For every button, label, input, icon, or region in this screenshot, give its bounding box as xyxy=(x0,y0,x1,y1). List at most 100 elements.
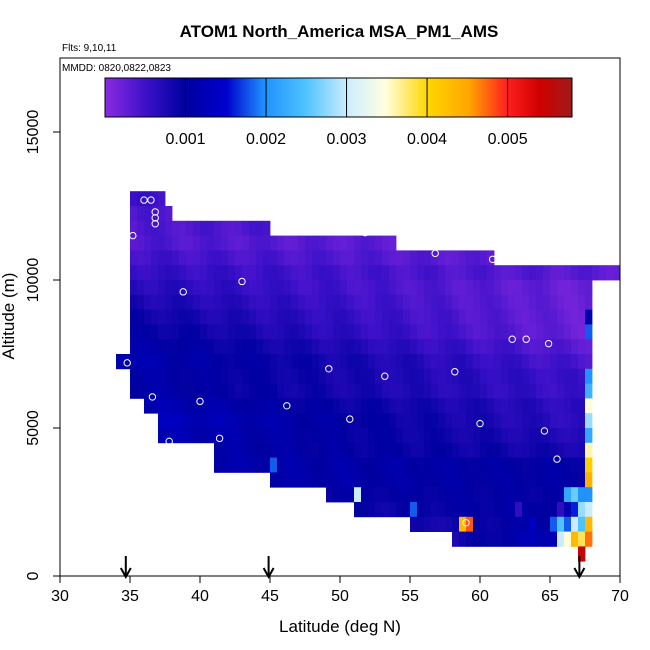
heatmap-cell xyxy=(326,280,334,296)
heatmap-cell xyxy=(235,457,243,473)
heatmap-cell xyxy=(165,280,173,296)
heatmap-cell xyxy=(522,487,530,503)
heatmap-cell xyxy=(284,280,292,296)
data-point xyxy=(179,288,187,296)
heatmap-cell xyxy=(445,428,453,444)
heatmap-cell xyxy=(473,383,481,399)
heatmap-cell xyxy=(137,383,145,399)
heatmap-cell xyxy=(326,250,334,266)
heatmap-cell xyxy=(137,206,145,222)
heatmap-cell xyxy=(452,531,460,547)
heatmap-cell xyxy=(445,472,453,488)
heatmap-cell xyxy=(368,442,376,458)
heatmap-cell xyxy=(578,398,586,414)
heatmap-cell xyxy=(466,368,474,384)
heatmap-cell xyxy=(480,368,488,384)
heatmap-cell xyxy=(529,442,537,458)
heatmap-cell xyxy=(172,354,180,370)
heatmap-cell xyxy=(326,339,334,355)
heatmap-cell xyxy=(361,487,369,503)
heatmap-cell xyxy=(270,235,278,251)
y-axis: 0 5000 10000 15000 xyxy=(25,110,60,580)
heatmap-cell xyxy=(221,339,229,355)
heatmap-cell xyxy=(179,324,187,340)
heatmap-cell xyxy=(158,206,166,222)
heatmap-cell xyxy=(473,280,481,296)
heatmap-cell xyxy=(130,235,138,251)
heatmap-cell xyxy=(305,280,313,296)
heatmap-cell xyxy=(284,354,292,370)
heatmap-cell xyxy=(221,383,229,399)
heatmap-cell xyxy=(585,265,593,281)
heatmap-cell xyxy=(144,354,152,370)
heatmap-cell xyxy=(459,339,467,355)
heatmap-cell xyxy=(319,324,327,340)
heatmap-cell xyxy=(137,235,145,251)
heatmap-cell xyxy=(557,294,565,310)
heatmap-cell xyxy=(235,354,243,370)
heatmap-cell xyxy=(298,428,306,444)
heatmap-cell xyxy=(151,383,159,399)
heatmap-cell xyxy=(578,309,586,325)
heatmap-cell xyxy=(319,472,327,488)
heatmap-cell xyxy=(501,487,509,503)
heatmap-cell xyxy=(158,309,166,325)
heatmap-cell xyxy=(403,413,411,429)
heatmap-cell xyxy=(333,398,341,414)
heatmap-cell xyxy=(424,324,432,340)
data-point xyxy=(148,393,157,401)
heatmap-cell xyxy=(354,294,362,310)
heatmap-cell xyxy=(382,235,390,251)
heatmap-cell xyxy=(459,428,467,444)
heatmap-cell xyxy=(312,413,320,429)
heatmap-cell xyxy=(361,442,369,458)
heatmap-cell xyxy=(515,487,523,503)
heatmap-cell xyxy=(564,324,572,340)
heatmap-cell xyxy=(354,250,362,266)
heatmap-cell xyxy=(186,413,194,429)
heatmap-cell xyxy=(228,428,236,444)
heatmap-cell xyxy=(473,368,481,384)
heatmap-cell xyxy=(228,368,236,384)
heatmap-cell xyxy=(459,354,467,370)
heatmap-cell xyxy=(144,339,152,355)
data-point xyxy=(238,277,246,286)
heatmap-cell xyxy=(249,442,257,458)
heatmap-cell xyxy=(382,457,390,473)
heatmap-cell xyxy=(249,383,257,399)
heatmap-cell xyxy=(221,413,229,429)
x-tick-label: 45 xyxy=(261,588,279,605)
heatmap-cell xyxy=(459,280,467,296)
heatmap-cell xyxy=(396,398,404,414)
heatmap-cell xyxy=(487,472,495,488)
heatmap-cell xyxy=(578,472,586,488)
heatmap-cell xyxy=(501,339,509,355)
heatmap-cell xyxy=(249,250,257,266)
heatmap-cell xyxy=(410,294,418,310)
heatmap-cell xyxy=(536,265,544,281)
heatmap-cell xyxy=(158,265,166,281)
heatmap-cell xyxy=(487,324,495,340)
heatmap-cell xyxy=(221,309,229,325)
heatmap-cell xyxy=(550,487,558,503)
heatmap-cell xyxy=(312,294,320,310)
heatmap-cell xyxy=(361,339,369,355)
heatmap-cell xyxy=(424,294,432,310)
colorbar xyxy=(104,77,573,118)
heatmap-cell xyxy=(410,280,418,296)
heatmap-cell xyxy=(466,502,474,518)
heatmap-cell xyxy=(228,413,236,429)
heatmap-cell xyxy=(354,502,362,518)
heatmap-cell xyxy=(487,457,495,473)
heatmap-cell xyxy=(130,383,138,399)
heatmap-cell xyxy=(550,324,558,340)
heatmap-cell xyxy=(333,413,341,429)
heatmap-cell xyxy=(179,250,187,266)
heatmap-cell xyxy=(144,368,152,384)
heatmap-cell xyxy=(564,339,572,355)
heatmap-cell xyxy=(221,324,229,340)
heatmap-cell xyxy=(277,442,285,458)
heatmap-cell xyxy=(312,472,320,488)
heatmap-cell xyxy=(256,442,264,458)
heatmap-cell xyxy=(284,368,292,384)
